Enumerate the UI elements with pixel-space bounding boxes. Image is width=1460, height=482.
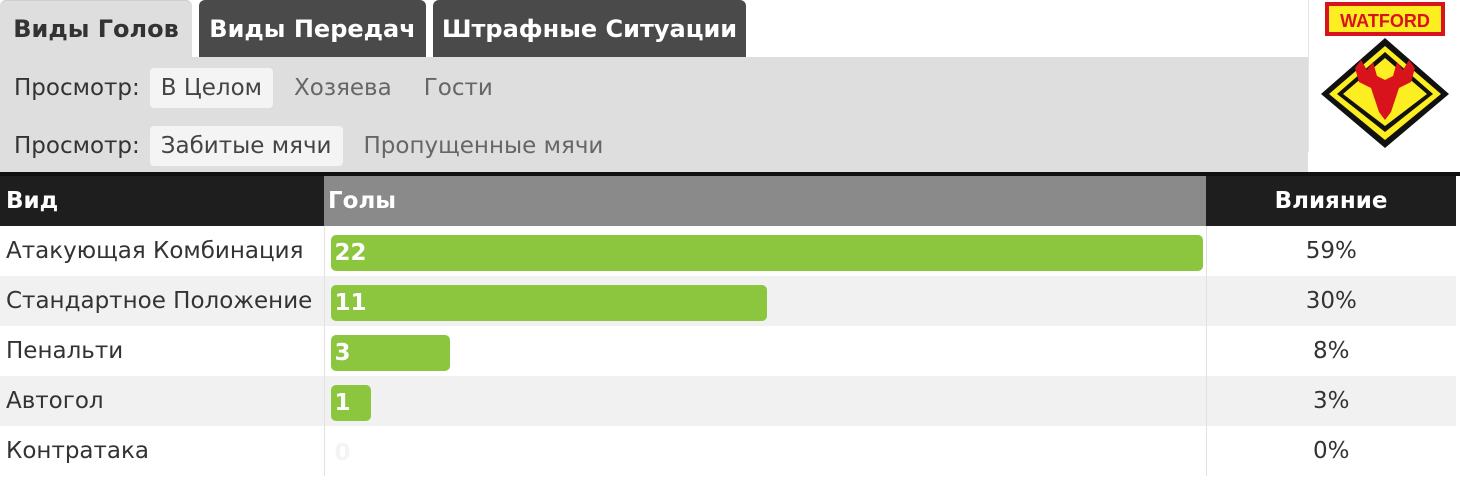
- tab-pass-types[interactable]: Виды Передач: [199, 0, 426, 57]
- team-logo: WATFORD: [1308, 0, 1460, 152]
- filter-away[interactable]: Гости: [423, 75, 493, 101]
- row-type: Автогол: [0, 376, 324, 426]
- row-type: Стандартное Положение: [0, 276, 324, 326]
- table-row: Пенальти 3 8%: [0, 326, 1456, 376]
- goals-bar: 0: [334, 440, 351, 466]
- goals-bar: 1: [330, 385, 371, 421]
- view-label: Просмотр:: [14, 133, 140, 159]
- row-goals-cell: 3: [323, 326, 1207, 376]
- row-type: Атакующая Комбинация: [0, 226, 324, 276]
- row-influence: 0%: [1206, 426, 1456, 476]
- tab-goal-types[interactable]: Виды Голов: [0, 0, 192, 57]
- table-header-row: Вид Голы Влияние: [0, 176, 1456, 226]
- row-type: Пенальти: [0, 326, 324, 376]
- filter-overall[interactable]: В Целом: [149, 68, 274, 108]
- goals-bar: 3: [330, 335, 450, 371]
- row-goals-cell: 0: [323, 426, 1207, 476]
- table-row: Стандартное Положение 11 30%: [0, 276, 1456, 326]
- row-influence: 59%: [1206, 226, 1456, 276]
- filter-scored[interactable]: Забитые мячи: [149, 126, 343, 166]
- watford-crest-icon: WATFORD: [1320, 2, 1449, 148]
- row-goals-cell: 1: [323, 376, 1207, 426]
- table-row: Автогол 1 3%: [0, 376, 1456, 426]
- row-influence: 3%: [1206, 376, 1456, 426]
- row-influence: 8%: [1206, 326, 1456, 376]
- header-type: Вид: [0, 176, 324, 226]
- header-influence: Влияние: [1206, 176, 1456, 226]
- location-filter-row: Просмотр: В Целом Хозяева Гости: [0, 66, 514, 110]
- table-row: Атакующая Комбинация 22 59%: [0, 226, 1456, 276]
- tab-bar: Виды Голов Виды Передач Штрафные Ситуаци…: [0, 0, 1308, 57]
- filter-conceded[interactable]: Пропущенные мячи: [363, 133, 604, 159]
- goal-types-table: Вид Голы Влияние Атакующая Комбинация 22…: [0, 176, 1456, 476]
- row-influence: 30%: [1206, 276, 1456, 326]
- table-row: Контратака 0 0%: [0, 426, 1456, 476]
- goals-bar: 11: [330, 285, 767, 321]
- table-top-border: [0, 172, 1460, 176]
- goals-bar: 22: [330, 235, 1203, 271]
- row-goals-cell: 11: [323, 276, 1207, 326]
- goals-filter-row: Просмотр: Забитые мячи Пропущенные мячи: [0, 124, 624, 168]
- tab-penalty-situations[interactable]: Штрафные Ситуации: [433, 0, 746, 57]
- filter-panel: Просмотр: В Целом Хозяева Гости Просмотр…: [0, 57, 1308, 175]
- row-type: Контратака: [0, 426, 324, 476]
- view-label: Просмотр:: [14, 75, 140, 101]
- logo-text: WATFORD: [1340, 11, 1430, 31]
- header-goals: Голы: [324, 176, 1206, 226]
- filter-home[interactable]: Хозяева: [294, 75, 392, 101]
- row-goals-cell: 22: [323, 226, 1207, 276]
